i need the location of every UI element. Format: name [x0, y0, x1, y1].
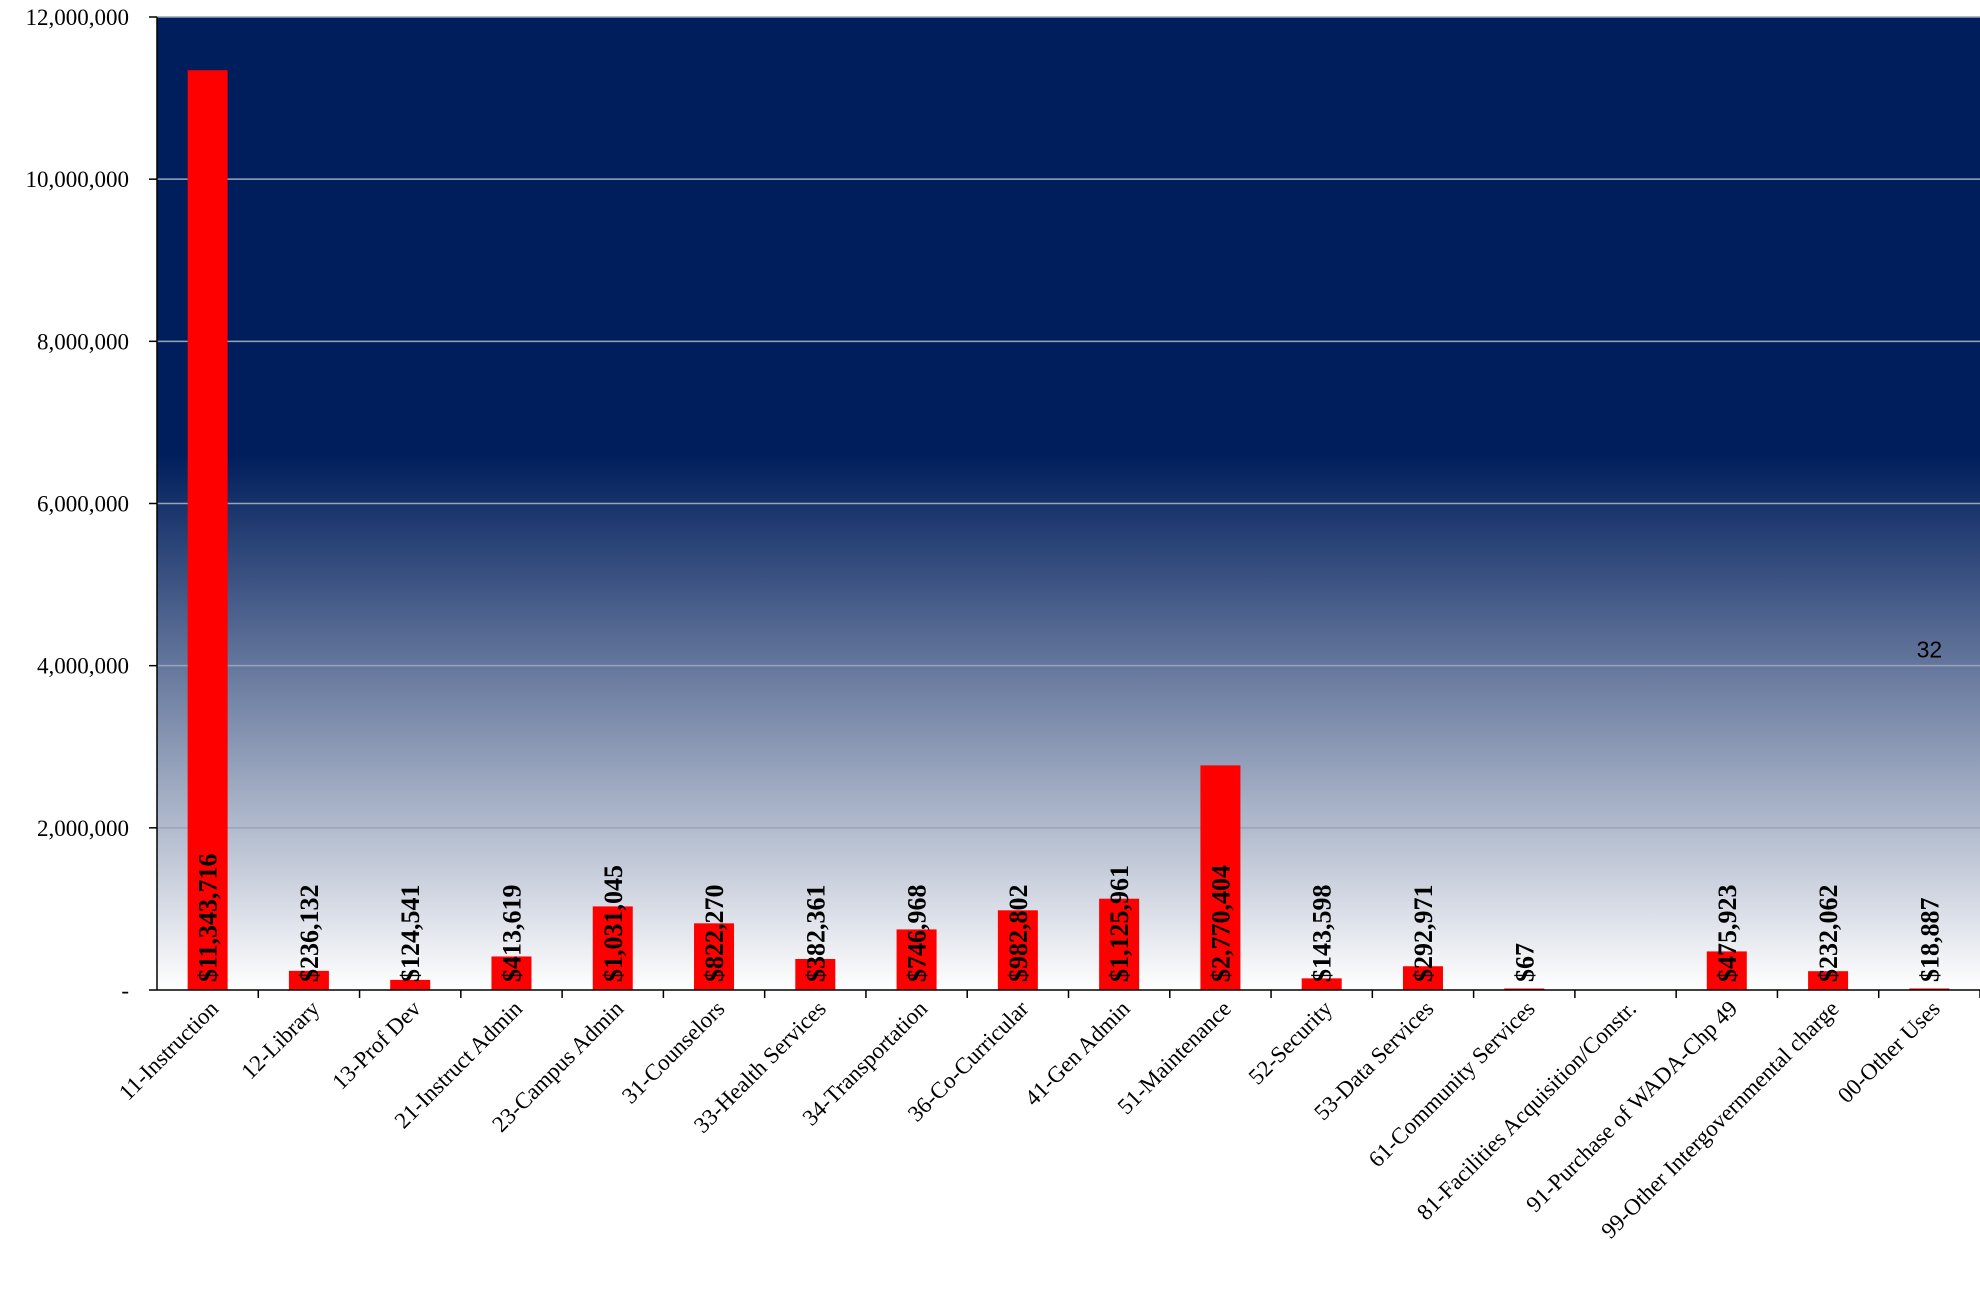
- x-axis-ticks: 11-Instruction 12-Library 13-Prof Dev21-In…: [114, 990, 1980, 1243]
- data-label: $292,971: [1409, 885, 1438, 983]
- x-tick-label: 11-Instruction: [114, 996, 224, 1106]
- data-label: $475,923: [1713, 885, 1742, 983]
- bar: [592, 906, 633, 990]
- y-tick-label: -: [121, 978, 129, 1003]
- bar: [1301, 978, 1342, 990]
- bar: [187, 70, 228, 991]
- data-label: $236,132: [295, 885, 324, 983]
- data-label: $1,125,961: [1105, 865, 1134, 982]
- y-tick-label: 12,000,000: [26, 5, 130, 30]
- y-tick-label: 2,000,000: [37, 816, 129, 841]
- x-tick-label: 81-Facilities Acquisition/Constr.: [1412, 996, 1641, 1225]
- bar: [390, 979, 431, 990]
- x-tick-label: 31-Counselors: [617, 996, 730, 1109]
- data-label: $382,361: [801, 885, 830, 983]
- bar: [1099, 898, 1140, 990]
- data-label: $11,343,716: [194, 853, 223, 982]
- y-axis-ticks: - 2,000,000 4,000,000 6,000,000 8,000,000 10,…: [26, 5, 157, 1003]
- data-label: $143,598: [1308, 885, 1337, 983]
- data-label: $2,770,404: [1206, 865, 1235, 982]
- bar: [1200, 765, 1241, 990]
- data-label: $413,619: [497, 885, 526, 983]
- data-labels: $11,343,716 $236,132 $124,541 $413,619 $1,03…: [194, 853, 1945, 982]
- bar: [694, 923, 735, 990]
- annotation-label: 32: [1917, 636, 1943, 662]
- data-label: $746,968: [903, 885, 932, 983]
- data-label: $982,802: [1004, 885, 1033, 983]
- x-tick-label: 41-Gen Admin: [1020, 996, 1135, 1111]
- data-label: $67: [1510, 943, 1539, 982]
- x-tick-label: 52-Security: [1244, 996, 1338, 1090]
- bars: [187, 70, 1950, 991]
- bar: [1402, 966, 1443, 990]
- y-tick-label: 4,000,000: [37, 654, 129, 679]
- y-tick-label: 10,000,000: [26, 167, 130, 192]
- bar: [491, 956, 532, 990]
- data-label: $232,062: [1814, 885, 1843, 983]
- bar: [997, 910, 1038, 990]
- bar: [1706, 951, 1747, 990]
- data-label: $124,541: [396, 885, 425, 983]
- y-tick-label: 6,000,000: [37, 492, 129, 517]
- data-label: $822,270: [700, 885, 729, 983]
- gridlines: [157, 16, 1980, 829]
- x-tick-label: 13-Prof Dev: [327, 996, 426, 1095]
- bar: [1909, 988, 1950, 990]
- x-tick-label: 61-Community Services: [1364, 996, 1540, 1172]
- x-tick-label: 00-Other Uses: [1833, 996, 1945, 1108]
- x-tick-label: 91-Purchase of WADA-Chp 49: [1521, 996, 1742, 1217]
- bar: [288, 970, 329, 990]
- bar: [1808, 971, 1849, 990]
- y-tick-label: 8,000,000: [37, 329, 129, 354]
- data-label: $1,031,045: [599, 865, 628, 982]
- bar: [896, 929, 937, 990]
- x-tick-label: 12-Library: [236, 996, 324, 1084]
- bar: [795, 958, 836, 990]
- data-label: $18,887: [1915, 898, 1944, 983]
